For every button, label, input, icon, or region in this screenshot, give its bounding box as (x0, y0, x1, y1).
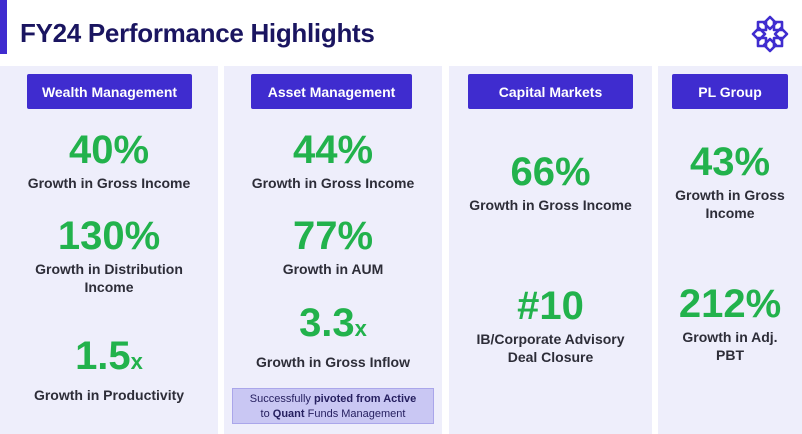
metric-label: Growth in AUM (282, 261, 384, 277)
metric-label: Growth in Distribution Income (35, 261, 183, 295)
metric-block: 40% Growth in Gross Income (0, 128, 218, 192)
metric-block: 43% Growth in Gross Income (658, 140, 802, 222)
company-logo-icon (751, 15, 789, 53)
metric-block: 130% Growth in Distribution Income (0, 214, 218, 296)
wealth-management-panel: Wealth Management 40% Growth in Gross In… (0, 66, 218, 434)
metric-label: Growth in Gross Income (675, 187, 785, 221)
page-title: FY24 Performance Highlights (20, 18, 375, 48)
metric-label: Growth in Gross Income (469, 197, 632, 213)
metric-value: 43% (689, 140, 771, 184)
header: FY24 Performance Highlights (0, 0, 802, 66)
metric-value: 77% (292, 214, 374, 258)
metric-value: #10 (517, 284, 584, 328)
metric-block: #10 IB/Corporate Advisory Deal Closure (449, 284, 652, 366)
wealth-management-heading: Wealth Management (27, 74, 192, 109)
pl-group-heading: PL Group (672, 74, 788, 109)
capital-markets-panel: Capital Markets 66% Growth in Gross Inco… (449, 66, 652, 434)
capital-markets-heading: Capital Markets (468, 74, 633, 109)
metric-label: Growth in Adj. PBT (682, 329, 778, 363)
metric-value: 130% (57, 214, 161, 258)
metric-block: 3.3x Growth in Gross Inflow (224, 301, 442, 371)
asset-management-panel: Asset Management 44% Growth in Gross Inc… (224, 66, 442, 434)
metric-block: 1.5x Growth in Productivity (0, 334, 218, 404)
metric-label: IB/Corporate Advisory Deal Closure (476, 331, 625, 365)
asset-management-heading: Asset Management (251, 74, 412, 109)
metric-label: Growth in Gross Inflow (256, 354, 410, 370)
metric-value: 40% (68, 128, 150, 172)
metric-label: Growth in Gross Income (251, 175, 415, 191)
metric-suffix: x (130, 349, 143, 374)
metric-label: Growth in Gross Income (27, 175, 191, 191)
header-accent-bar (0, 0, 7, 54)
metric-block: 44% Growth in Gross Income (224, 128, 442, 192)
metric-value: 66% (510, 150, 591, 194)
metric-block: 77% Growth in AUM (224, 214, 442, 278)
pl-group-panel: PL Group 43% Growth in Gross Income 212%… (658, 66, 802, 434)
metric-block: 66% Growth in Gross Income (449, 150, 652, 214)
metric-value: 1.5x (75, 334, 143, 378)
metric-value: 212% (678, 282, 782, 326)
metric-value: 44% (292, 128, 374, 172)
metric-suffix: x (354, 316, 367, 341)
metric-label: Growth in Productivity (33, 387, 185, 403)
metric-block: 212% Growth in Adj. PBT (658, 282, 802, 364)
quant-pivot-note: Successfully pivoted from Active Quant t… (232, 388, 434, 424)
metric-value: 3.3x (299, 301, 367, 345)
